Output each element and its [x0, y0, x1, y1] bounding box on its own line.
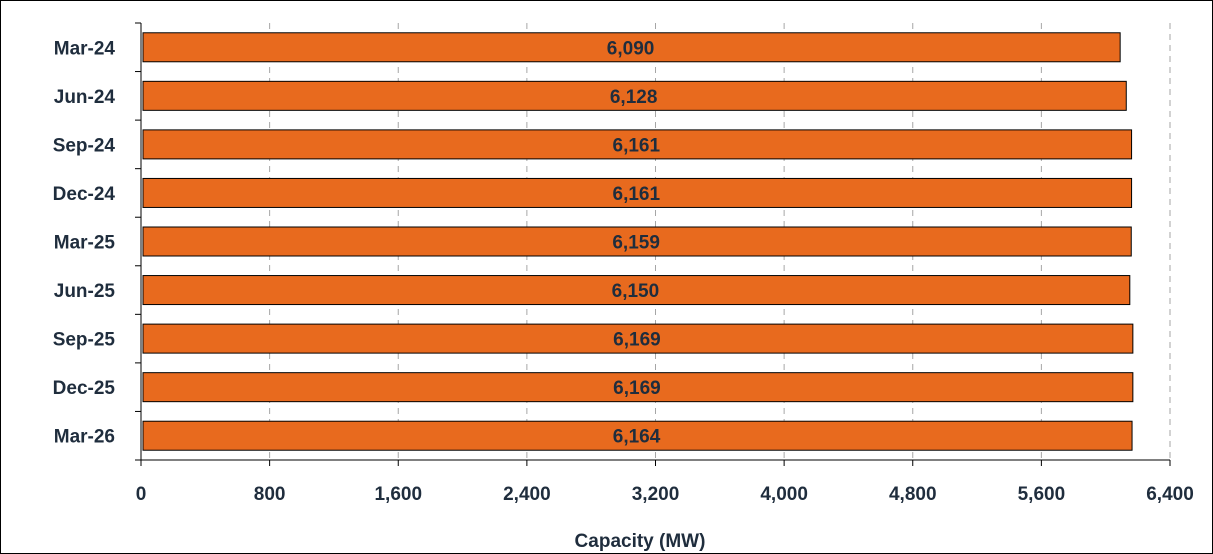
bars [142, 32, 1134, 451]
bar [142, 275, 1131, 306]
bar [142, 226, 1132, 257]
bar [142, 323, 1134, 354]
x-tick-label: 5,600 [1018, 484, 1066, 505]
data-label: 6,159 [612, 233, 660, 254]
data-label: 6,161 [613, 184, 661, 205]
data-label: 6,169 [613, 378, 661, 399]
x-tick-label: 4,800 [889, 484, 937, 505]
x-tick-label: 4,000 [760, 484, 808, 505]
data-label: 6,090 [607, 38, 655, 59]
bar [142, 420, 1133, 451]
category-label: Mar-26 [54, 427, 115, 448]
data-label: 6,164 [613, 427, 661, 448]
x-tick-label: 1,600 [374, 484, 422, 505]
x-tick-label: 0 [136, 484, 147, 505]
category-label: Mar-25 [54, 233, 116, 254]
x-tick-label: 800 [254, 484, 286, 505]
data-label: 6,169 [613, 330, 661, 351]
data-label: 6,128 [610, 87, 658, 108]
bar [142, 129, 1133, 160]
bar [142, 372, 1134, 403]
category-label: Sep-24 [53, 135, 116, 156]
bar [142, 177, 1133, 208]
axes [135, 22, 1171, 466]
data-label: 6,150 [612, 281, 660, 302]
category-label: Jun-25 [54, 281, 116, 302]
category-label: Dec-25 [53, 378, 116, 399]
category-label: Mar-24 [54, 38, 116, 59]
category-label: Dec-24 [53, 184, 116, 205]
x-tick-label: 3,200 [632, 484, 680, 505]
bar [142, 80, 1127, 111]
category-label: Jun-24 [54, 87, 116, 108]
bar [142, 32, 1121, 63]
x-axis-title: Capacity (MW) [575, 531, 706, 552]
x-tick-label: 2,400 [503, 484, 551, 505]
x-tick-label: 6,400 [1146, 484, 1194, 505]
data-label: 6,161 [613, 135, 661, 156]
labels: Mar-24 6,090 Jun-24 6,128 Sep-24 6,161 Dec-24 6… [53, 38, 1194, 505]
category-label: Sep-25 [53, 330, 116, 351]
